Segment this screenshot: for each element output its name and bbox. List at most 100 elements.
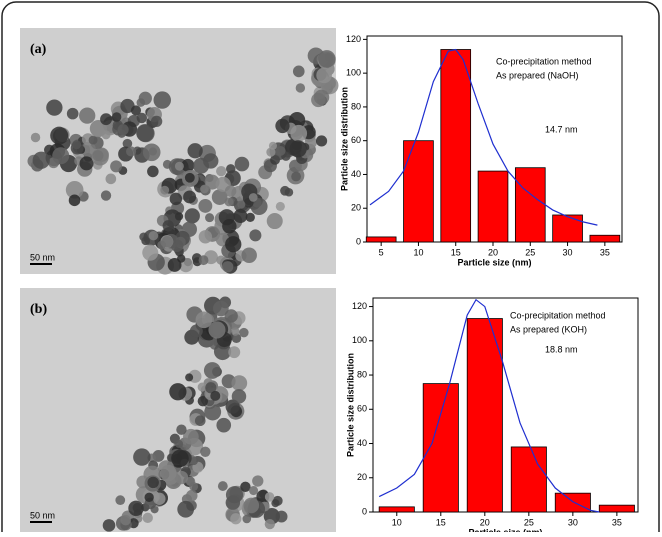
x-tick-label: 10: [392, 517, 402, 527]
plot-area: [372, 297, 639, 513]
particle: [184, 172, 195, 183]
particle: [133, 448, 151, 466]
particle: [291, 171, 301, 182]
particle: [183, 428, 199, 445]
particle: [80, 141, 96, 157]
particle: [216, 417, 232, 433]
x-tick-label: 20: [488, 247, 498, 257]
y-axis-label: Particle size distribution: [345, 353, 355, 457]
y-tick-label: 100: [352, 335, 367, 345]
particle: [264, 518, 275, 530]
x-tick-label: 25: [524, 517, 534, 527]
annotation: As prepared (NaOH): [496, 70, 579, 80]
particle: [316, 67, 332, 84]
y-tick-label: 0: [362, 506, 367, 516]
particle: [249, 229, 262, 242]
x-tick-label: 5: [379, 247, 384, 257]
particle: [102, 519, 116, 532]
particle: [181, 158, 195, 172]
particle: [198, 255, 209, 266]
particle: [197, 382, 207, 392]
particle: [105, 173, 117, 185]
particle: [217, 481, 228, 491]
x-axis-label: Particle size (nm): [457, 257, 531, 267]
particle: [147, 165, 159, 178]
particle: [205, 213, 215, 223]
x-axis-label: Particle size (nm): [468, 527, 542, 532]
particle: [174, 470, 189, 485]
particle: [205, 382, 217, 394]
particle: [187, 143, 203, 159]
particle: [189, 481, 199, 491]
particle: [88, 135, 98, 145]
particle: [284, 187, 294, 197]
particle: [170, 239, 184, 252]
y-axis-label: Particle size distribution: [339, 87, 349, 191]
x-tick-label: 25: [525, 247, 535, 257]
particle: [222, 219, 237, 234]
particle: [239, 327, 249, 338]
particle: [225, 399, 240, 414]
particle: [111, 112, 122, 122]
bar: [510, 446, 547, 513]
particle: [231, 375, 248, 391]
fit-curve: [369, 48, 598, 226]
particle: [72, 140, 82, 150]
particle: [136, 124, 154, 142]
particle: [169, 383, 187, 401]
particle: [225, 236, 242, 253]
particle: [91, 148, 109, 166]
bar: [477, 170, 509, 243]
bar: [552, 214, 583, 243]
bar: [554, 492, 591, 513]
particle: [250, 197, 268, 216]
particle: [177, 500, 195, 518]
particle: [213, 300, 229, 317]
particle: [275, 118, 290, 134]
x-tick-label: 15: [451, 247, 461, 257]
particle: [249, 486, 259, 496]
particle: [231, 333, 242, 344]
y-tick-label: 60: [351, 135, 361, 145]
particle: [289, 140, 307, 158]
particle: [79, 156, 94, 171]
particle: [266, 147, 276, 157]
particle: [203, 362, 221, 379]
particle: [224, 185, 237, 197]
particle: [110, 160, 123, 173]
bar: [422, 383, 459, 513]
annotation: Co-precipitation method: [496, 56, 592, 66]
particle: [224, 197, 234, 207]
particle: [241, 247, 257, 263]
particle: [222, 261, 234, 273]
y-tick-label: 0: [356, 236, 361, 246]
particle: [292, 65, 305, 78]
y-tick-label: 20: [351, 203, 361, 213]
particle: [100, 113, 113, 126]
particle: [185, 373, 194, 382]
particle: [197, 395, 209, 407]
particle: [243, 497, 260, 514]
particle: [252, 475, 264, 487]
particle: [100, 190, 112, 201]
particle: [213, 342, 232, 361]
particle: [189, 324, 203, 338]
particle: [266, 213, 283, 230]
particle: [242, 514, 252, 524]
particle: [185, 489, 198, 502]
x-tick-label: 30: [568, 517, 578, 527]
particle: [115, 495, 126, 506]
particle: [117, 124, 129, 136]
particle: [153, 91, 171, 109]
particle: [230, 513, 242, 525]
particle: [245, 212, 255, 222]
particle: [290, 124, 308, 142]
particle: [144, 492, 154, 502]
particle: [231, 327, 240, 336]
particle: [225, 495, 241, 510]
particle: [68, 194, 81, 207]
particle: [216, 165, 227, 177]
particle: [65, 180, 84, 199]
